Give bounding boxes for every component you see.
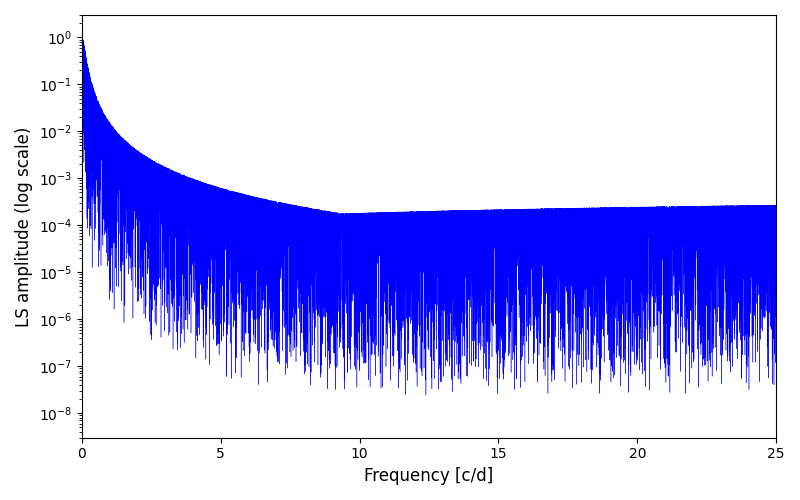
X-axis label: Frequency [c/d]: Frequency [c/d] bbox=[364, 467, 494, 485]
Y-axis label: LS amplitude (log scale): LS amplitude (log scale) bbox=[15, 126, 33, 326]
